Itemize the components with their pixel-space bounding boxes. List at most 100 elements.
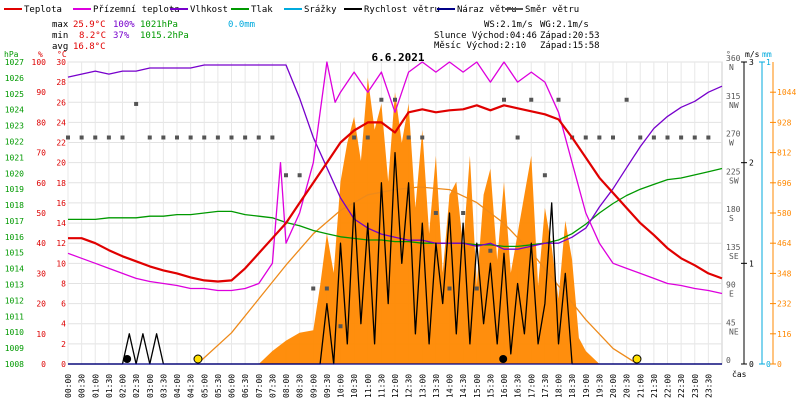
tick-x-16: 08:00 [282, 374, 291, 398]
series-line-tlak [68, 167, 723, 248]
tick-x-0: 00:00 [64, 374, 73, 398]
tick-dir-name-6: W [729, 139, 734, 148]
tick-x-45: 22:30 [677, 374, 686, 398]
tick-dir-name-2: E [729, 290, 734, 299]
wind-dir-point-42 [638, 135, 643, 140]
wind-dir-point-7 [161, 135, 166, 140]
left-axes: hPa % °C [4, 50, 67, 59]
series-line-p-zemn-teplota [67, 61, 723, 295]
tick-hpa-19: 1027 [5, 58, 24, 67]
tick-hpa-5: 1013 [5, 281, 24, 290]
axis-label-dir: ° [726, 50, 731, 59]
marker-sunset [632, 354, 642, 364]
wind-dir-point-34 [529, 97, 534, 102]
wind-dir-point-14 [256, 135, 261, 140]
wind-dir-point-27 [433, 211, 438, 215]
legend-naraz-vetru: Náraz větru [457, 5, 517, 15]
stat-max-rain: 0.0mm [228, 20, 255, 30]
tick-dir-4: 180 [726, 205, 741, 214]
legend: Teplota Přízemní teplota Vlhkost Tlak Sr… [4, 5, 579, 15]
series-line-teplota [68, 104, 723, 283]
tick-hum-10: 100 [32, 58, 47, 67]
tick-solar-8: 928 [777, 118, 792, 127]
tick-x-43: 21:30 [650, 374, 659, 398]
wind-dir-point-43 [651, 135, 656, 140]
series [66, 61, 723, 365]
tick-hpa-17: 1025 [5, 90, 24, 99]
tick-temp-10: 20 [56, 159, 66, 168]
wind-dir-point-4 [120, 135, 125, 140]
tick-temp-14: 28 [56, 78, 66, 87]
axis-label-ms: m/s [745, 50, 760, 59]
wind-dir-point-10 [202, 135, 207, 140]
legend-smer-vetru: Směr větru [525, 5, 579, 15]
tick-dir-6: 270 [726, 130, 741, 139]
tick-x-25: 12:30 [405, 374, 414, 398]
wind-dir-point-47 [706, 135, 711, 140]
tick-x-29: 14:30 [459, 374, 468, 398]
wind-dir-point-6 [147, 135, 152, 140]
tick-solar-3: 348 [777, 269, 792, 278]
tick-temp-12: 24 [56, 118, 66, 127]
stat-min-temp: 8.2°C [79, 31, 106, 41]
tick-dir-name-1: NE [729, 327, 739, 336]
wind-dir-point-20 [338, 324, 343, 329]
tick-temp-8: 16 [56, 199, 66, 208]
tick-temp-3: 6 [61, 300, 66, 309]
stat-min-hum: 37% [113, 31, 130, 41]
tick-x-5: 02:30 [132, 374, 141, 398]
tick-hpa-8: 1016 [5, 233, 24, 242]
legend-tlak: Tlak [251, 5, 273, 15]
wind-dir-point-45 [679, 135, 684, 140]
info-block: WS:2.1m/s WG:2.1m/s Slunce Východ:04:46 … [434, 20, 600, 51]
tick-x-18: 09:00 [309, 374, 318, 398]
info-moonset: Západ:15:58 [540, 41, 600, 51]
tick-x-12: 06:00 [228, 374, 237, 398]
tick-solar-7: 812 [777, 149, 792, 158]
wind-dir-point-0 [66, 135, 70, 140]
tick-hum-3: 30 [36, 269, 46, 278]
wind-dir-point-40 [611, 135, 615, 140]
wind-dir-point-13 [243, 135, 248, 140]
tick-hum-6: 60 [36, 179, 46, 188]
wind-dir-point-11 [215, 135, 220, 140]
tick-dir-3: 135 [726, 243, 741, 252]
tick-hum-7: 70 [36, 149, 46, 158]
tick-temp-7: 14 [56, 219, 66, 228]
tick-mm-1: 1 [766, 58, 771, 67]
tick-hum-8: 80 [36, 118, 46, 127]
wind-dir-point-9 [188, 135, 193, 140]
tick-dir-name-5: SW [729, 176, 739, 185]
stat-min-label: min [52, 31, 68, 41]
tick-x-24: 12:00 [391, 374, 400, 398]
info-sunset: Západ:20:53 [540, 31, 600, 41]
tick-x-8: 04:00 [173, 374, 182, 398]
tick-hpa-10: 1018 [5, 201, 24, 210]
wind-dir-point-15 [270, 135, 275, 140]
tick-hpa-6: 1014 [5, 265, 24, 274]
tick-x-37: 18:30 [568, 374, 577, 398]
wind-dir-point-21 [352, 135, 357, 140]
tick-dir-name-3: SE [729, 252, 739, 261]
wind-dir-point-12 [229, 135, 234, 140]
tick-dir-2: 90 [726, 281, 736, 290]
wind-dir-point-31 [488, 248, 493, 253]
tick-solar-9: 1044 [777, 88, 796, 97]
series-line-vlhkost [67, 64, 723, 250]
wind-dir-point-33 [515, 135, 520, 140]
tick-temp-4: 8 [61, 279, 66, 288]
tick-x-21: 10:30 [350, 374, 359, 398]
tick-x-35: 17:30 [541, 374, 550, 398]
tick-x-4: 02:00 [119, 374, 128, 398]
tick-x-47: 23:30 [704, 374, 713, 398]
tick-x-2: 01:00 [91, 374, 100, 398]
tick-x-42: 21:00 [636, 374, 645, 398]
tick-x-44: 22:00 [664, 374, 673, 398]
tick-x-7: 03:30 [159, 374, 168, 398]
stat-min-press: 1015.2hPa [140, 31, 189, 41]
tick-hpa-4: 1012 [5, 296, 24, 305]
tick-solar-5: 580 [777, 209, 792, 218]
tick-dir-0: 0 [726, 356, 731, 365]
tick-x-6: 03:00 [146, 374, 155, 398]
